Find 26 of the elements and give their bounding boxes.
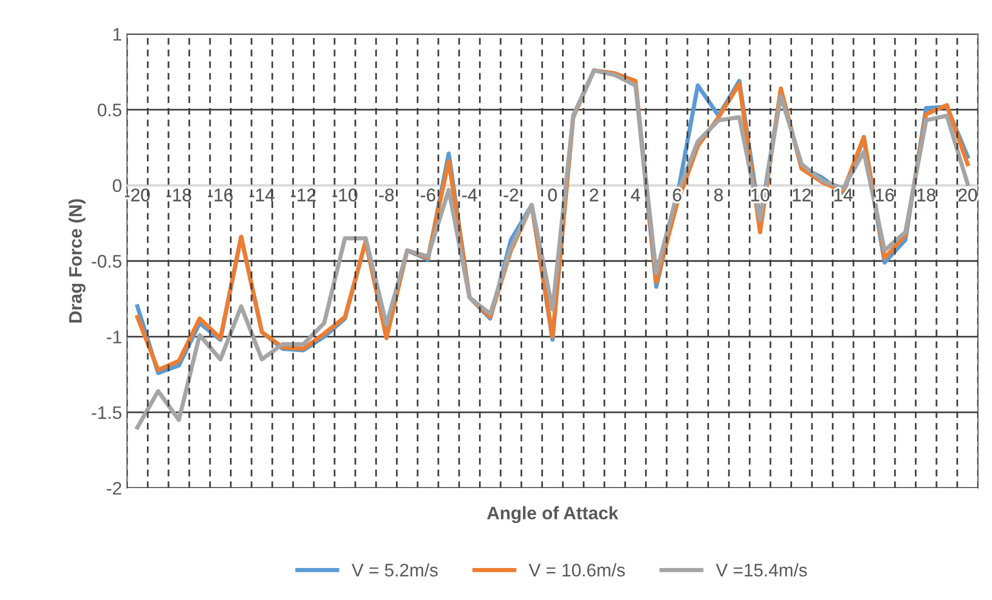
x-tick-label: 16 <box>876 188 894 202</box>
x-tick-label: 4 <box>630 188 640 202</box>
y-axis-title: Drag Force (N) <box>68 199 86 322</box>
x-tick-label: 14 <box>834 188 853 202</box>
x-tick-label: 20 <box>958 188 977 202</box>
y-tick-label: -1 <box>106 330 122 344</box>
x-tick-label: -2 <box>504 188 518 202</box>
x-tick-label: 0 <box>548 188 557 202</box>
x-tick-label: 12 <box>792 188 811 202</box>
legend-label: V = 5.2m/s <box>352 563 438 577</box>
y-tick-label: 0 <box>112 179 122 192</box>
x-tick-label: -4 <box>462 188 477 202</box>
legend-label: V = 10.6m/s <box>528 563 625 577</box>
x-tick-label: -8 <box>379 188 394 202</box>
y-tick-label: -0.5 <box>92 254 122 268</box>
x-tick-label: 10 <box>751 188 770 202</box>
x-axis-title: Angle of Attack <box>487 506 618 524</box>
x-tick-label: 8 <box>714 188 723 202</box>
x-tick-label: 2 <box>590 188 598 202</box>
y-tick-label: -2 <box>106 482 122 495</box>
x-tick-label: -6 <box>420 188 436 202</box>
legend-label: V =15.4m/s <box>716 563 807 577</box>
y-tick-label: 1 <box>113 28 122 41</box>
y-tick-label: 0.5 <box>98 104 122 116</box>
x-tick-label: 18 <box>917 188 936 202</box>
y-tick-label: -1.5 <box>92 406 122 420</box>
